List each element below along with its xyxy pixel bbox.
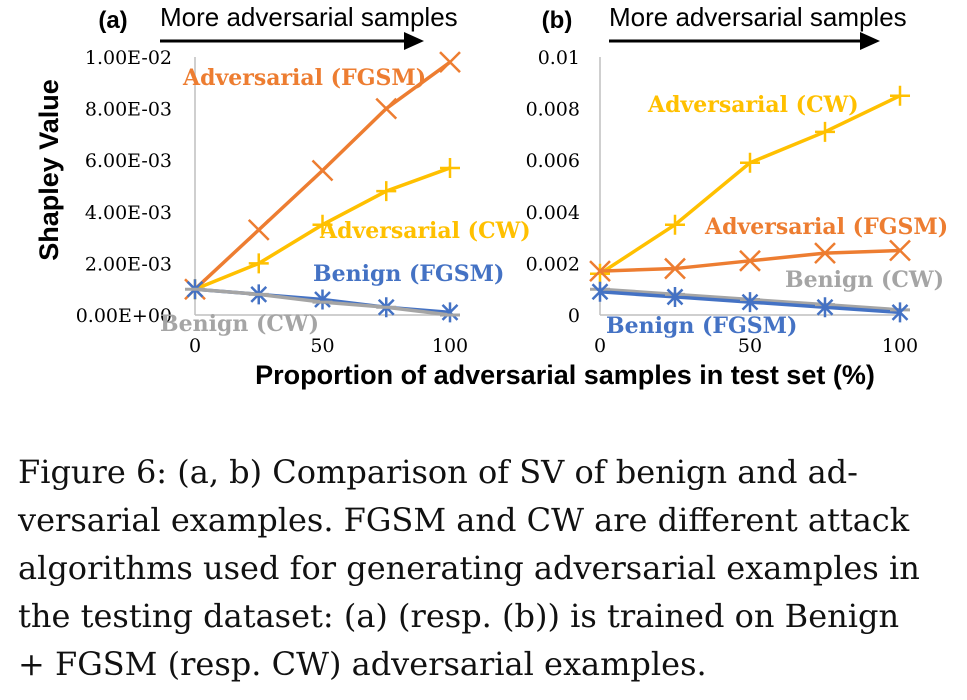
panel-a-arrow-head: [404, 32, 424, 50]
panel-b-point-adv_fgsm: [889, 239, 911, 262]
panel-b-y-tick-label: 0.008: [526, 99, 580, 121]
panel-a-series-label-adv_cw: Adversarial (CW): [319, 218, 531, 244]
panel-a-series-label-benign_cw: Benign (CW): [160, 311, 319, 337]
panel-b-point-benign_fgsm: [816, 297, 834, 318]
caption-line-4: the testing dataset: (a) (resp. (b)) is …: [18, 597, 900, 635]
panel-a-y-tick-label: 2.00E-03: [85, 253, 172, 275]
panel-a-y-tick-label: 4.00E-03: [85, 202, 172, 224]
panel-a-point-adv_cw: [312, 214, 333, 235]
panel-b-point-adv_cw: [590, 263, 610, 284]
panel-a-series-label-adv_fgsm: Adversarial (FGSM): [182, 65, 426, 91]
panel-b-x-tick-label: 100: [882, 335, 918, 357]
panel-a-arrow-label: More adversarial samples: [160, 2, 458, 32]
panel-a-point-adv_cw: [376, 181, 397, 202]
panel-a-point-benign_fgsm: [441, 302, 459, 323]
panel-b-point-adv_cw: [890, 85, 910, 106]
caption-line-1: Figure 6: (a, b) Comparison of SV of ben…: [18, 453, 858, 491]
panel-b-y-tick-label: 0.002: [526, 253, 580, 275]
panel-a-y-tick-label: 1.00E-02: [85, 47, 172, 69]
x-axis-label: Proportion of adversarial samples in tes…: [255, 360, 875, 390]
panel-b-point-benign_fgsm: [591, 281, 609, 302]
panel-a-x-tick-label: 100: [432, 335, 468, 357]
caption-line-5: + FGSM (resp. CW) adversarial examples.: [18, 645, 707, 683]
figure-caption: Figure 6: (a, b) Comparison of SV of ben…: [18, 448, 958, 688]
panel-b-x-tick-label: 50: [738, 335, 762, 357]
panel-a-x-tick-label: 0: [189, 335, 201, 357]
panel-a-series-label-benign_fgsm: Benign (FGSM): [313, 261, 504, 287]
y-axis-label: Shapley Value: [34, 79, 64, 261]
panel-a-point-adv_fgsm: [439, 51, 461, 74]
panel-b-y-tick-label: 0.004: [526, 202, 580, 224]
panel-b-x-tick-label: 0: [594, 335, 606, 357]
panel-a-y-tick-label: 0.00E+00: [76, 305, 172, 327]
panel-b-point-adv_cw: [740, 152, 760, 173]
caption-line-3: algorithms used for generating adversari…: [18, 549, 920, 587]
panel-b-point-adv_cw: [815, 121, 835, 142]
panel-a-point-benign_fgsm: [314, 289, 331, 310]
panel-a-series-line-adv_fgsm: [193, 60, 452, 291]
panel-a-point-adv_cw: [248, 253, 269, 274]
panel-b-label: (b): [542, 7, 573, 34]
panel-b-y-tick-label: 0.01: [538, 47, 580, 69]
panel-a-y-tick-label: 8.00E-03: [85, 99, 172, 121]
panel-a-label: (a): [98, 7, 127, 34]
panel-b-point-adv_fgsm: [589, 260, 611, 283]
panel-b-series-label-adv_cw: Adversarial (CW): [647, 92, 859, 118]
panel-b-point-benign_fgsm: [666, 286, 684, 307]
panel-a-point-adv_fgsm: [375, 97, 398, 120]
panel-a: (a) More adversarial samples 0.00E+00 2.0…: [76, 2, 531, 357]
panel-b-point-adv_fgsm: [739, 249, 761, 272]
panel-b-point-adv_fgsm: [814, 242, 836, 264]
panel-b-point-adv_fgsm: [664, 257, 686, 280]
panel-a-point-adv_cw: [440, 157, 460, 178]
panel-b-series-line-adv_cw: [599, 94, 901, 276]
caption-line-2: versarial examples. FGSM and CW are diff…: [18, 501, 910, 539]
panel-a-x-tick-label: 50: [310, 335, 334, 357]
panel-b-point-benign_fgsm: [891, 302, 909, 323]
panel-b-series-label-benign_cw: Benign (CW): [785, 267, 944, 293]
panel-a-point-adv_fgsm: [311, 159, 334, 182]
panel-b-point-adv_cw: [665, 214, 685, 235]
panel-b-series-label-adv_fgsm: Adversarial (FGSM): [704, 214, 948, 240]
panel-b-arrow-head: [860, 32, 880, 50]
panel-b-y-tick-label: 0.006: [526, 150, 580, 172]
panel-a-y-tick-label: 6.00E-03: [85, 150, 172, 172]
panel-b-series-label-benign_fgsm: Benign (FGSM): [606, 313, 797, 339]
panel-a-point-adv_fgsm: [247, 218, 270, 241]
panel-b-y-tick-label: 0: [568, 305, 580, 327]
panel-b-arrow-label: More adversarial samples: [609, 2, 907, 32]
panel-b-point-benign_fgsm: [741, 292, 759, 313]
panel-b: (b) More adversarial samples 0 0.002 0.004…: [526, 2, 949, 357]
